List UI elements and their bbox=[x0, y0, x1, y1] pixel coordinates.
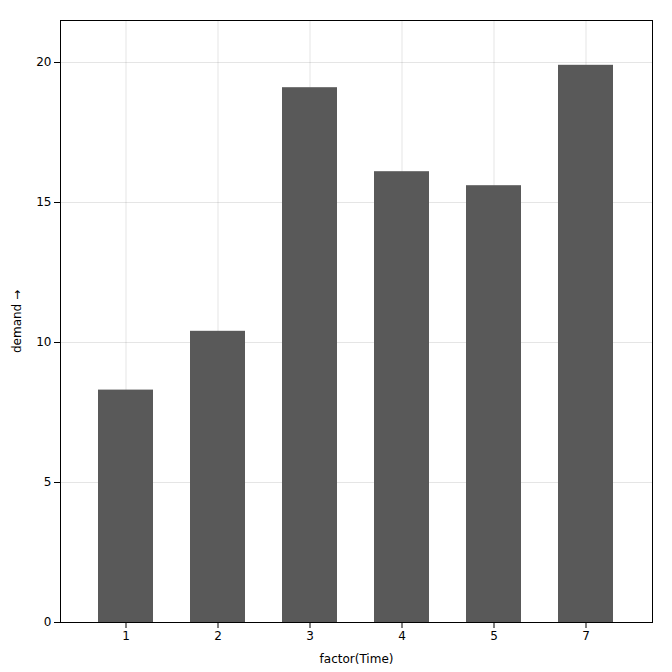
svg-text:demand →: demand → bbox=[10, 290, 24, 353]
svg-text:5: 5 bbox=[490, 629, 498, 643]
svg-text:1: 1 bbox=[122, 629, 130, 643]
svg-text:4: 4 bbox=[398, 629, 406, 643]
svg-text:20: 20 bbox=[36, 55, 51, 69]
svg-text:2: 2 bbox=[214, 629, 222, 643]
svg-text:10: 10 bbox=[36, 335, 51, 349]
svg-text:7: 7 bbox=[582, 629, 590, 643]
svg-text:0: 0 bbox=[44, 615, 52, 629]
svg-text:factor(Time): factor(Time) bbox=[320, 652, 394, 666]
svg-text:3: 3 bbox=[306, 629, 314, 643]
svg-text:5: 5 bbox=[44, 475, 52, 489]
svg-text:15: 15 bbox=[36, 195, 51, 209]
